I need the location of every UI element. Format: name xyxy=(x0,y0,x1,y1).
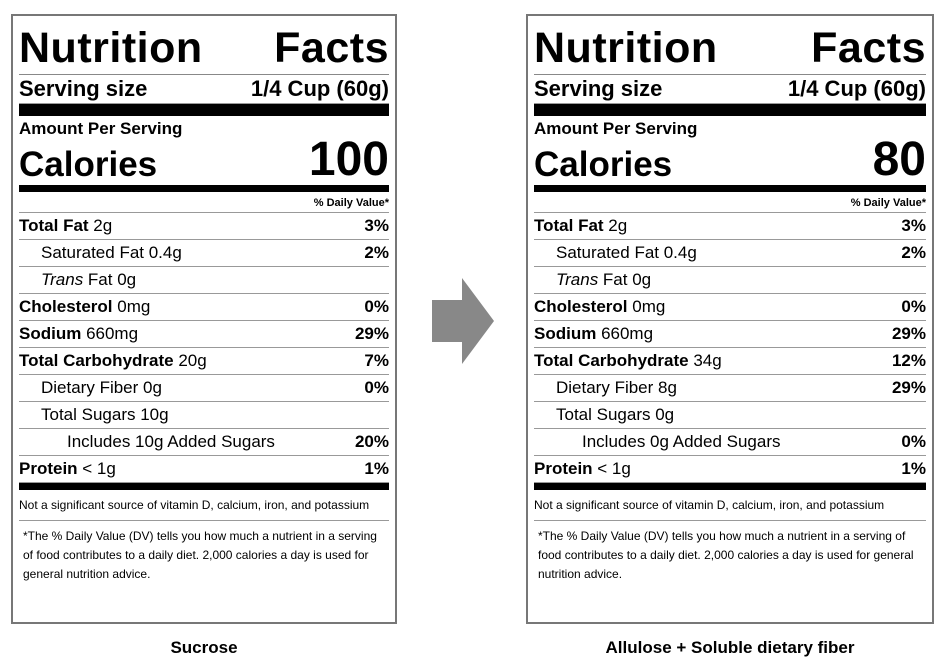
daily-value-footnote: *The % Daily Value (DV) tells you how mu… xyxy=(538,529,914,581)
nutrient-row-added-sugars: Includes 10g Added Sugars 20% xyxy=(19,429,389,456)
nutrient-row-dietary-fiber: Dietary Fiber 0g 0% xyxy=(19,375,389,402)
vitamin-note: Not a significant source of vitamin D, c… xyxy=(19,490,389,521)
nutrition-label-sucrose: Nutrition Facts Serving size 1/4 Cup (60… xyxy=(11,14,397,624)
caption-sucrose: Sucrose xyxy=(170,638,238,657)
daily-value-header: % Daily Value* xyxy=(19,192,389,213)
calories-value: 80 xyxy=(872,133,926,186)
right-arrow-icon xyxy=(432,278,494,364)
title-word-facts: Facts xyxy=(811,24,926,72)
title-word-facts: Facts xyxy=(274,24,389,72)
calories-label: Calories xyxy=(534,145,673,184)
serving-size-row: Serving size 1/4 Cup (60g) xyxy=(19,75,389,104)
amount-per-serving: Amount Per Serving xyxy=(534,119,698,138)
serving-size-label: Serving size xyxy=(534,76,663,101)
nutrient-row-total-sugars: Total Sugars 10g xyxy=(19,402,389,429)
medium-divider xyxy=(19,483,389,490)
nutrient-row-total-sugars: Total Sugars 0g xyxy=(534,402,926,429)
title-word-nutrition: Nutrition xyxy=(534,24,718,72)
nutrient-row-saturated-fat: Saturated Fat 0.4g 2% xyxy=(534,240,926,267)
serving-size-row: Serving size 1/4 Cup (60g) xyxy=(534,75,926,104)
calories-row: Calories 80 xyxy=(534,135,926,185)
nutrient-row-dietary-fiber: Dietary Fiber 8g 29% xyxy=(534,375,926,402)
calories-value: 100 xyxy=(308,133,389,186)
nutrient-row-sodium: Sodium 660mg 29% xyxy=(534,321,926,348)
medium-divider xyxy=(534,185,926,192)
daily-value-footnote: *The % Daily Value (DV) tells you how mu… xyxy=(23,529,377,581)
nutrient-row-cholesterol: Cholesterol 0mg 0% xyxy=(534,294,926,321)
nutrient-row-protein: Protein < 1g 1% xyxy=(534,456,926,483)
calories-label: Calories xyxy=(19,145,158,184)
nutrient-row-total-fat: Total Fat 2g 3% xyxy=(19,213,389,240)
serving-size-label: Serving size xyxy=(19,76,148,101)
medium-divider xyxy=(19,185,389,192)
medium-divider xyxy=(534,483,926,490)
nutrient-row-trans-fat: Trans Fat 0g xyxy=(19,267,389,294)
label-title: Nutrition Facts xyxy=(534,24,926,75)
daily-value-header: % Daily Value* xyxy=(534,192,926,213)
amount-per-serving: Amount Per Serving xyxy=(19,119,183,138)
vitamin-note: Not a significant source of vitamin D, c… xyxy=(534,490,926,521)
nutrient-row-total-fat: Total Fat 2g 3% xyxy=(534,213,926,240)
nutrient-row-total-carbohydrate: Total Carbohydrate 34g 12% xyxy=(534,348,926,375)
nutrient-row-trans-fat: Trans Fat 0g xyxy=(534,267,926,294)
calories-row: Calories 100 xyxy=(19,135,389,185)
nutrition-label-allulose-fiber: Nutrition Facts Serving size 1/4 Cup (60… xyxy=(526,14,934,624)
serving-size-value: 1/4 Cup (60g) xyxy=(787,76,926,101)
serving-size-value: 1/4 Cup (60g) xyxy=(250,76,389,101)
label-title: Nutrition Facts xyxy=(19,24,389,75)
nutrient-row-sodium: Sodium 660mg 29% xyxy=(19,321,389,348)
caption-allulose-fiber: Allulose + Soluble dietary fiber xyxy=(605,638,855,657)
thick-divider xyxy=(534,104,926,116)
nutrient-row-cholesterol: Cholesterol 0mg 0% xyxy=(19,294,389,321)
nutrient-row-saturated-fat: Saturated Fat 0.4g 2% xyxy=(19,240,389,267)
nutrient-row-total-carbohydrate: Total Carbohydrate 20g 7% xyxy=(19,348,389,375)
nutrient-row-protein: Protein < 1g 1% xyxy=(19,456,389,483)
title-word-nutrition: Nutrition xyxy=(19,24,203,72)
nutrient-row-added-sugars: Includes 0g Added Sugars 0% xyxy=(534,429,926,456)
thick-divider xyxy=(19,104,389,116)
